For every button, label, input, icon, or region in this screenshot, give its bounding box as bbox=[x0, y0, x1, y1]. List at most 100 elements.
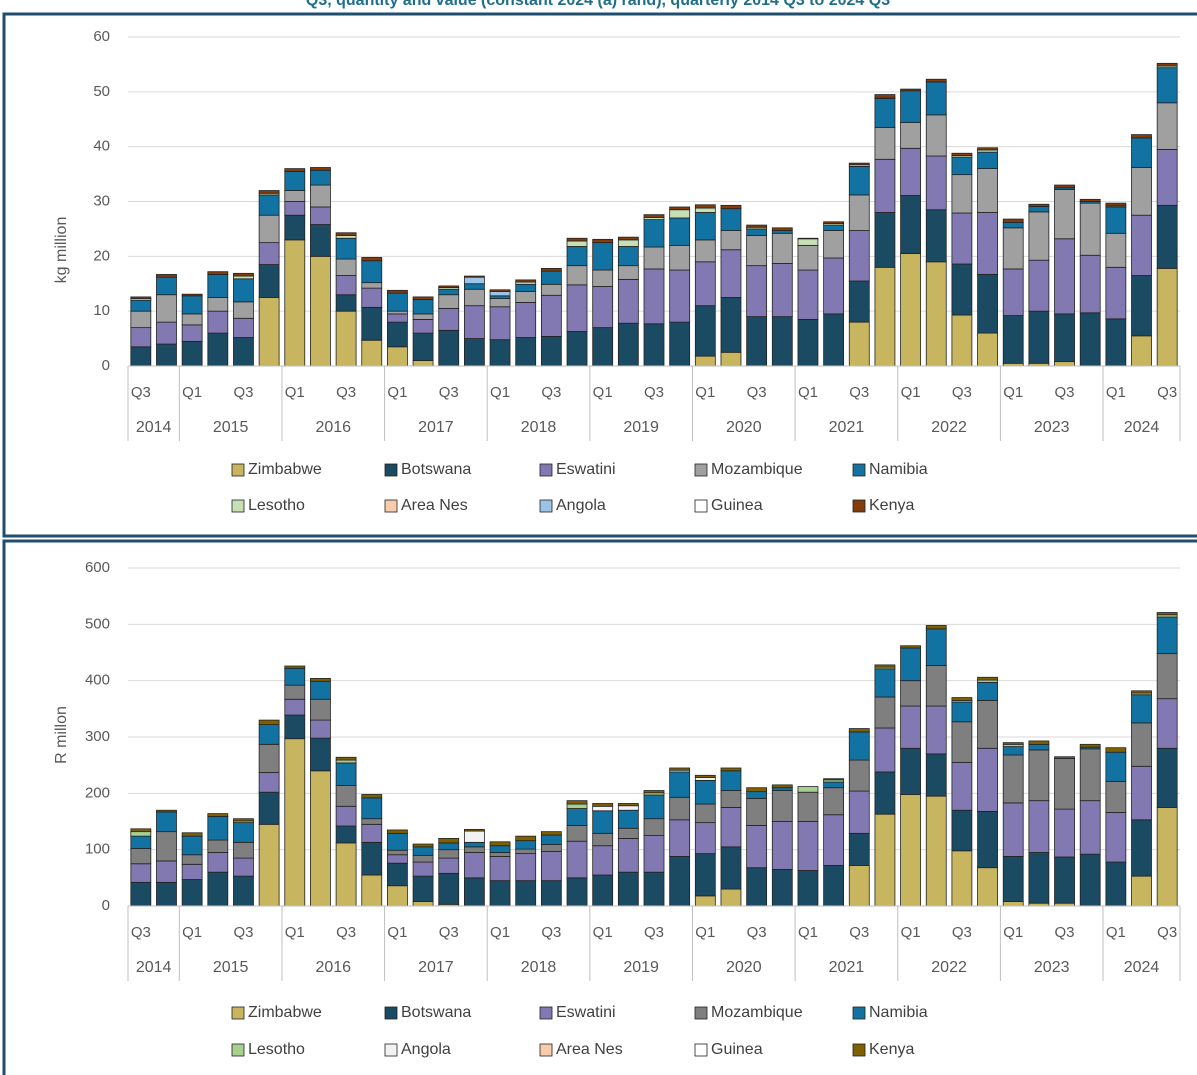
bar-segment bbox=[387, 346, 408, 367]
bar-segment bbox=[925, 628, 947, 666]
bar-segment bbox=[592, 810, 614, 834]
bar-segment bbox=[310, 737, 331, 772]
bar-segment bbox=[1105, 318, 1127, 367]
bar-segment bbox=[156, 809, 177, 813]
bar-segment bbox=[284, 665, 306, 669]
bar-segment bbox=[592, 845, 614, 876]
bar-segment bbox=[1002, 856, 1024, 902]
bar-segment bbox=[284, 714, 306, 740]
bar-segment bbox=[310, 770, 331, 907]
bar-segment bbox=[771, 868, 793, 907]
bar-segment bbox=[387, 289, 408, 294]
bar-segment bbox=[1028, 206, 1050, 213]
bar-segment bbox=[848, 865, 870, 907]
x-tick-label: Q1 bbox=[1003, 924, 1023, 941]
bar-segment bbox=[746, 235, 768, 267]
bar-segment bbox=[874, 94, 896, 98]
bar-segment bbox=[335, 294, 357, 312]
bar-segment bbox=[1131, 819, 1152, 877]
bar-segment bbox=[1131, 765, 1152, 821]
legend-label: Angola bbox=[556, 497, 606, 514]
x-tick-label: Q3 bbox=[747, 384, 767, 401]
chart-title: Q3, quantity and value (constant 2024 (a… bbox=[306, 0, 890, 9]
bar-segment bbox=[771, 232, 793, 264]
x-group-label: 2019 bbox=[623, 419, 659, 436]
bar-segment bbox=[130, 848, 152, 865]
bar-segment bbox=[746, 791, 768, 799]
bar-segment bbox=[771, 790, 793, 822]
y-tick-label: 0 bbox=[102, 357, 110, 374]
y-tick-label: 60 bbox=[93, 28, 110, 45]
bar-segment bbox=[515, 853, 537, 882]
x-group-label: 2017 bbox=[418, 419, 454, 436]
x-group-label: 2022 bbox=[931, 959, 967, 976]
bar-segment bbox=[1002, 227, 1024, 270]
bar-segment bbox=[1156, 267, 1178, 367]
bar-segment bbox=[951, 314, 973, 367]
bar-segment bbox=[130, 863, 152, 883]
x-tick-label: Q3 bbox=[1157, 924, 1177, 941]
bar-segment bbox=[797, 318, 819, 367]
bar-segment bbox=[977, 274, 998, 334]
panel-top bbox=[2, 12, 1197, 538]
bar-segment bbox=[771, 230, 793, 234]
x-group-label: 2017 bbox=[418, 959, 454, 976]
bar-segment bbox=[746, 224, 768, 228]
x-tick-label: Q1 bbox=[798, 924, 818, 941]
bar-segment bbox=[130, 831, 152, 837]
x-group-label: 2023 bbox=[1034, 959, 1070, 976]
legend-label: Namibia bbox=[869, 1004, 928, 1021]
x-tick-label: Q3 bbox=[336, 924, 356, 941]
bar-segment bbox=[823, 781, 845, 789]
bar-segment bbox=[181, 340, 203, 367]
bar-segment bbox=[874, 727, 896, 773]
legend-label: Lesotho bbox=[248, 497, 305, 514]
bar-segment bbox=[848, 162, 870, 166]
bar-segment bbox=[258, 823, 280, 907]
legend-swatch bbox=[694, 1043, 708, 1057]
bar-segment bbox=[1079, 198, 1101, 202]
bar-segment bbox=[566, 284, 588, 332]
bar-segment bbox=[1156, 616, 1178, 655]
bar-segment bbox=[387, 862, 408, 887]
bar-segment bbox=[1105, 232, 1127, 268]
x-tick-label: Q3 bbox=[233, 384, 253, 401]
bar-segment bbox=[694, 777, 716, 781]
bar-segment bbox=[771, 263, 793, 318]
bar-segment bbox=[566, 877, 588, 907]
bar-segment bbox=[566, 331, 588, 367]
bar-segment bbox=[797, 244, 819, 271]
x-group-label: 2021 bbox=[829, 419, 865, 436]
bar-segment bbox=[720, 297, 742, 353]
x-tick-label: Q3 bbox=[849, 924, 869, 941]
bar-segment bbox=[361, 282, 383, 289]
bar-segment bbox=[977, 681, 998, 701]
bar-segment bbox=[463, 877, 485, 907]
bar-segment bbox=[694, 355, 716, 367]
bar-segment bbox=[489, 295, 511, 299]
bar-segment bbox=[181, 293, 203, 297]
bar-segment bbox=[848, 166, 870, 196]
bar-segment bbox=[181, 324, 203, 342]
bar-segment bbox=[977, 168, 998, 213]
bar-segment bbox=[694, 204, 716, 209]
bar-segment bbox=[771, 784, 793, 789]
x-group-label: 2020 bbox=[726, 419, 762, 436]
bar-segment bbox=[412, 861, 434, 877]
bar-segment bbox=[207, 274, 229, 298]
bar-segment bbox=[540, 850, 562, 882]
bar-segment bbox=[489, 845, 511, 853]
bar-segment bbox=[130, 327, 152, 348]
x-tick-label: Q1 bbox=[182, 924, 202, 941]
bar-segment bbox=[592, 242, 614, 271]
bar-segment bbox=[694, 822, 716, 855]
bar-segment bbox=[1054, 758, 1075, 810]
bar-segment bbox=[1002, 268, 1024, 316]
bar-segment bbox=[1131, 134, 1152, 139]
bar-segment bbox=[1079, 202, 1101, 256]
bar-segment bbox=[900, 645, 921, 649]
bar-segment bbox=[412, 360, 434, 367]
bar-segment bbox=[463, 852, 485, 879]
x-tick-label: Q3 bbox=[131, 384, 151, 401]
bar-segment bbox=[361, 874, 383, 907]
